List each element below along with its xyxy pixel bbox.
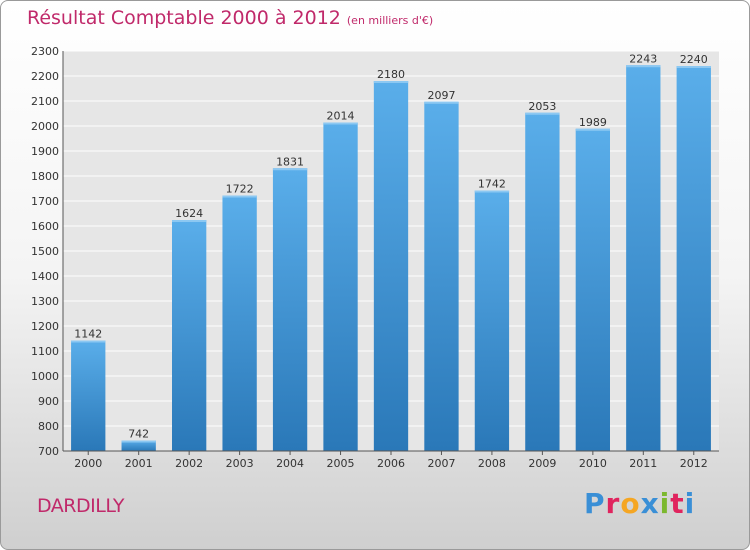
- bar-2000: [71, 340, 106, 451]
- bar-2008: [474, 190, 510, 451]
- x-tick-label-2010: 2010: [579, 457, 607, 470]
- bar-2012: [676, 66, 711, 451]
- value-label-2012: 2240: [680, 53, 708, 66]
- y-tick-label: 1500: [31, 245, 59, 258]
- x-tick-label-2006: 2006: [377, 457, 405, 470]
- bar-highlight-2001: [121, 440, 156, 443]
- bar-2011: [626, 65, 661, 451]
- y-tick-label: 900: [38, 395, 59, 408]
- bar-highlight-2012: [676, 66, 711, 68]
- x-tick-label-2012: 2012: [680, 457, 708, 470]
- y-tick-label: 1800: [31, 170, 59, 183]
- bar-highlight-2011: [626, 65, 661, 68]
- y-tick-label: 800: [38, 420, 59, 433]
- bar-highlight-2010: [575, 128, 611, 131]
- bar-highlight-2004: [272, 168, 308, 171]
- value-label-2011: 2243: [629, 52, 657, 65]
- logo-letter: i: [659, 487, 671, 520]
- y-tick-label: 1100: [31, 345, 59, 358]
- bar-2009: [525, 112, 560, 451]
- y-tick-label: 1700: [31, 195, 59, 208]
- bar-highlight-2006: [373, 81, 409, 83]
- x-tick-label-2002: 2002: [175, 457, 203, 470]
- value-label-2009: 2053: [528, 100, 556, 113]
- x-tick-label-2009: 2009: [528, 457, 556, 470]
- bar-2001: [121, 440, 156, 451]
- bar-2005: [323, 122, 358, 451]
- y-tick-label: 1400: [31, 270, 59, 283]
- y-tick-label: 1900: [31, 145, 59, 158]
- y-tick-label: 1200: [31, 320, 59, 333]
- value-label-2005: 2014: [327, 110, 355, 123]
- logo-letter: P: [584, 487, 606, 520]
- y-tick-label: 2000: [31, 120, 59, 133]
- logo-letter: t: [670, 487, 685, 520]
- x-tick-label-2008: 2008: [478, 457, 506, 470]
- bar-2010: [575, 128, 611, 451]
- bar-highlight-2000: [71, 340, 106, 343]
- bar-2003: [222, 195, 257, 451]
- chart-title: Résultat Comptable 2000 à 2012 (en millie…: [27, 7, 433, 29]
- logo-letter: o: [620, 487, 641, 520]
- value-label-2004: 1831: [276, 155, 304, 168]
- bars: 1142 742 1624 1722 1831 2014 2180 2097 1742 2053 1…: [71, 52, 711, 451]
- bar-highlight-2002: [171, 220, 207, 222]
- bar-2002: [171, 220, 207, 451]
- x-tick-label-2005: 2005: [327, 457, 355, 470]
- value-label-2010: 1989: [579, 116, 607, 129]
- x-axis: 2000 2001 2002 2003 2004 2005 2006 2007 2008 2009…: [63, 450, 719, 470]
- bar-highlight-2005: [323, 122, 358, 125]
- city-name: DARDILLY: [37, 495, 124, 517]
- y-axis: 700 800 900 1000 1100 1200 1300 1400 1500 1600 170…: [31, 45, 64, 458]
- x-tick-label-2000: 2000: [74, 457, 102, 470]
- logo-letter: r: [605, 487, 621, 520]
- proxiti-logo: Proxiti: [584, 487, 695, 520]
- value-label-2001: 742: [128, 428, 149, 441]
- bar-2006: [373, 81, 409, 451]
- x-tick-label-2007: 2007: [427, 457, 455, 470]
- x-tick-label-2011: 2011: [629, 457, 657, 470]
- bar-highlight-2007: [424, 101, 459, 104]
- bar-2004: [272, 168, 308, 451]
- y-tick-label: 700: [38, 445, 59, 458]
- value-label-2000: 1142: [74, 328, 102, 341]
- value-label-2008: 1742: [478, 178, 506, 191]
- y-tick-label: 2300: [31, 45, 59, 58]
- x-tick-label-2004: 2004: [276, 457, 304, 470]
- bar-highlight-2009: [525, 112, 560, 115]
- value-label-2007: 2097: [427, 89, 455, 102]
- value-label-2006: 2180: [377, 68, 405, 81]
- y-tick-label: 2100: [31, 95, 59, 108]
- bar-highlight-2003: [222, 195, 257, 198]
- bar-highlight-2008: [474, 190, 510, 193]
- y-tick-label: 1300: [31, 295, 59, 308]
- x-tick-label-2003: 2003: [226, 457, 254, 470]
- y-tick-label: 2200: [31, 70, 59, 83]
- logo-letter: i: [684, 487, 696, 520]
- y-tick-label: 1000: [31, 370, 59, 383]
- x-tick-label-2001: 2001: [125, 457, 153, 470]
- chart-subtitle: (en milliers d'€): [346, 14, 434, 27]
- y-tick-label: 1600: [31, 220, 59, 233]
- title-text: Résultat Comptable 2000 à 2012: [27, 7, 341, 29]
- value-label-2003: 1722: [226, 183, 254, 196]
- bar-2007: [424, 101, 459, 451]
- logo-letter: x: [640, 487, 660, 520]
- value-label-2002: 1624: [175, 207, 203, 220]
